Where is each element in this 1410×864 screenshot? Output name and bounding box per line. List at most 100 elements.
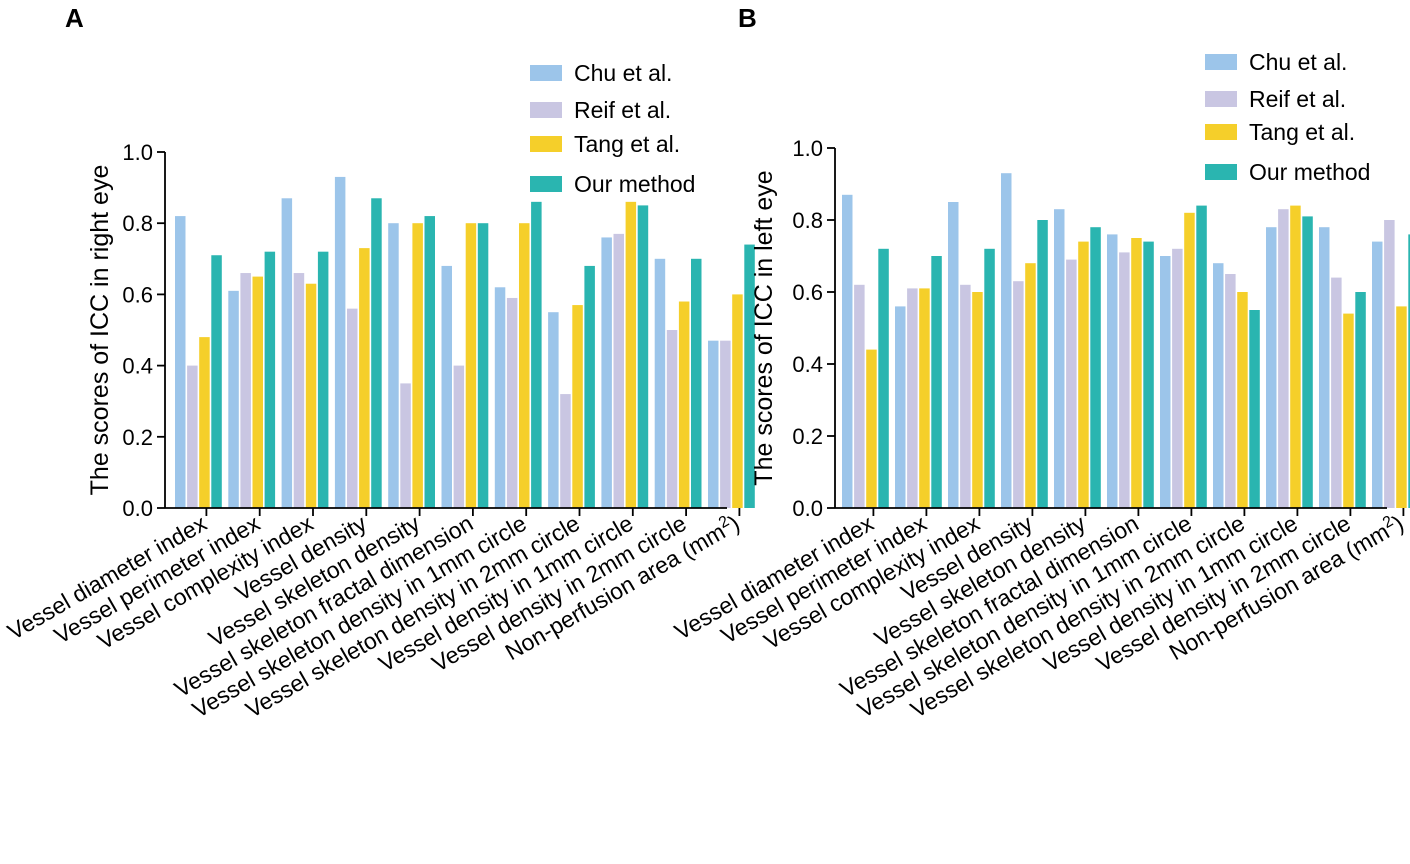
panel-letter: A	[65, 3, 84, 33]
bar-reif-et-al-7	[1172, 248, 1183, 509]
bar-our-method-1	[211, 255, 222, 508]
bar-reif-et-al-2	[240, 273, 251, 508]
y-tick-label: 0.0	[792, 496, 823, 521]
legend-swatch	[1205, 54, 1237, 70]
bar-reif-et-al-1	[854, 284, 865, 508]
bar-reif-et-al-5	[1066, 259, 1077, 508]
bar-tang-et-al-1	[866, 349, 877, 508]
legend-swatch	[530, 136, 562, 152]
bar-our-method-11	[1408, 234, 1410, 508]
bar-tang-et-al-9	[625, 201, 637, 508]
bar-reif-et-al-11	[1384, 220, 1395, 508]
legend-label: Our method	[1249, 159, 1370, 185]
bar-tang-et-al-11	[1396, 306, 1407, 508]
bar-our-method-7	[1196, 205, 1207, 508]
bar-chu-et-al-2	[228, 290, 239, 508]
bar-our-method-8	[584, 265, 595, 508]
bar-chu-et-al-3	[281, 198, 293, 508]
panel-letter: B	[738, 3, 757, 33]
bar-chu-et-al-3	[948, 202, 959, 508]
bar-reif-et-al-10	[1331, 277, 1342, 508]
bar-chu-et-al-8	[1213, 263, 1224, 508]
bar-our-method-2	[264, 251, 276, 508]
bar-chu-et-al-9	[601, 237, 612, 508]
bar-chu-et-al-5	[1054, 209, 1065, 508]
bar-our-method-4	[1037, 220, 1048, 508]
y-tick-label: 1.0	[122, 140, 153, 165]
bar-chu-et-al-2	[895, 306, 906, 508]
y-tick-label: 0.6	[792, 280, 823, 305]
bar-reif-et-al-4	[347, 308, 358, 508]
bar-our-method-11	[744, 244, 755, 508]
bar-our-method-3	[317, 251, 329, 508]
bar-tang-et-al-8	[1237, 292, 1248, 508]
legend-label: Chu et al.	[574, 60, 672, 86]
bar-our-method-5	[424, 216, 435, 508]
bar-reif-et-al-3	[960, 284, 971, 508]
bar-our-method-10	[1355, 292, 1366, 508]
bar-chu-et-al-11	[1372, 241, 1383, 508]
bar-tang-et-al-7	[519, 223, 530, 508]
bar-reif-et-al-6	[1119, 252, 1130, 508]
bar-tang-et-al-8	[572, 305, 583, 508]
bar-tang-et-al-6	[1131, 238, 1142, 508]
bar-our-method-10	[691, 258, 702, 508]
y-tick-label: 0.6	[122, 282, 153, 307]
bar-chu-et-al-10	[654, 258, 666, 508]
bar-tang-et-al-1	[199, 337, 210, 508]
bar-tang-et-al-5	[1078, 241, 1089, 508]
legend-swatch	[1205, 164, 1237, 180]
y-tick-label: 0.4	[122, 354, 153, 379]
bar-chu-et-al-4	[334, 176, 346, 509]
bar-chu-et-al-10	[1319, 227, 1330, 508]
legend-label: Tang et al.	[574, 131, 680, 157]
bar-our-method-1	[878, 248, 889, 509]
legend-label: Tang et al.	[1249, 119, 1355, 145]
bar-chu-et-al-5	[388, 223, 399, 508]
bar-reif-et-al-7	[506, 297, 518, 508]
y-axis-label: The scores of ICC in left eye	[750, 170, 778, 485]
y-tick-label: 0.8	[122, 211, 153, 236]
bar-reif-et-al-9	[1278, 209, 1289, 508]
bar-our-method-5	[1090, 227, 1101, 508]
bar-tang-et-al-7	[1184, 212, 1195, 509]
bar-tang-et-al-4	[359, 248, 370, 508]
bar-our-method-4	[371, 198, 382, 508]
legend-label: Our method	[574, 171, 695, 197]
bar-reif-et-al-6	[453, 365, 465, 508]
bar-tang-et-al-2	[252, 276, 263, 508]
bar-tang-et-al-3	[972, 292, 983, 508]
bar-reif-et-al-11	[720, 340, 731, 508]
bar-our-method-9	[637, 205, 649, 508]
bar-chu-et-al-8	[548, 312, 559, 508]
legend-label: Reif et al.	[574, 97, 671, 123]
bar-our-method-8	[1249, 310, 1260, 508]
bar-our-method-6	[477, 223, 489, 508]
bar-our-method-7	[531, 201, 542, 508]
bar-reif-et-al-2	[907, 288, 918, 508]
bar-tang-et-al-4	[1025, 263, 1036, 508]
bar-tang-et-al-10	[1343, 313, 1354, 508]
bar-our-method-3	[984, 248, 995, 509]
bar-chu-et-al-9	[1266, 227, 1277, 508]
legend-swatch	[1205, 124, 1237, 140]
bar-tang-et-al-11	[732, 294, 743, 508]
bar-tang-et-al-5	[412, 223, 423, 508]
bar-tang-et-al-10	[678, 301, 690, 508]
bar-chu-et-al-7	[494, 287, 506, 508]
y-tick-label: 0.0	[122, 496, 153, 521]
bar-our-method-6	[1143, 241, 1154, 508]
legend-label: Reif et al.	[1249, 86, 1346, 112]
y-tick-label: 0.8	[792, 208, 823, 233]
legend-swatch	[530, 176, 562, 192]
y-tick-label: 0.2	[122, 425, 153, 450]
bar-chu-et-al-1	[842, 194, 853, 509]
legend-label: Chu et al.	[1249, 49, 1347, 75]
bar-reif-et-al-4	[1013, 281, 1024, 508]
bar-chu-et-al-6	[441, 265, 452, 508]
bar-reif-et-al-5	[400, 383, 411, 508]
